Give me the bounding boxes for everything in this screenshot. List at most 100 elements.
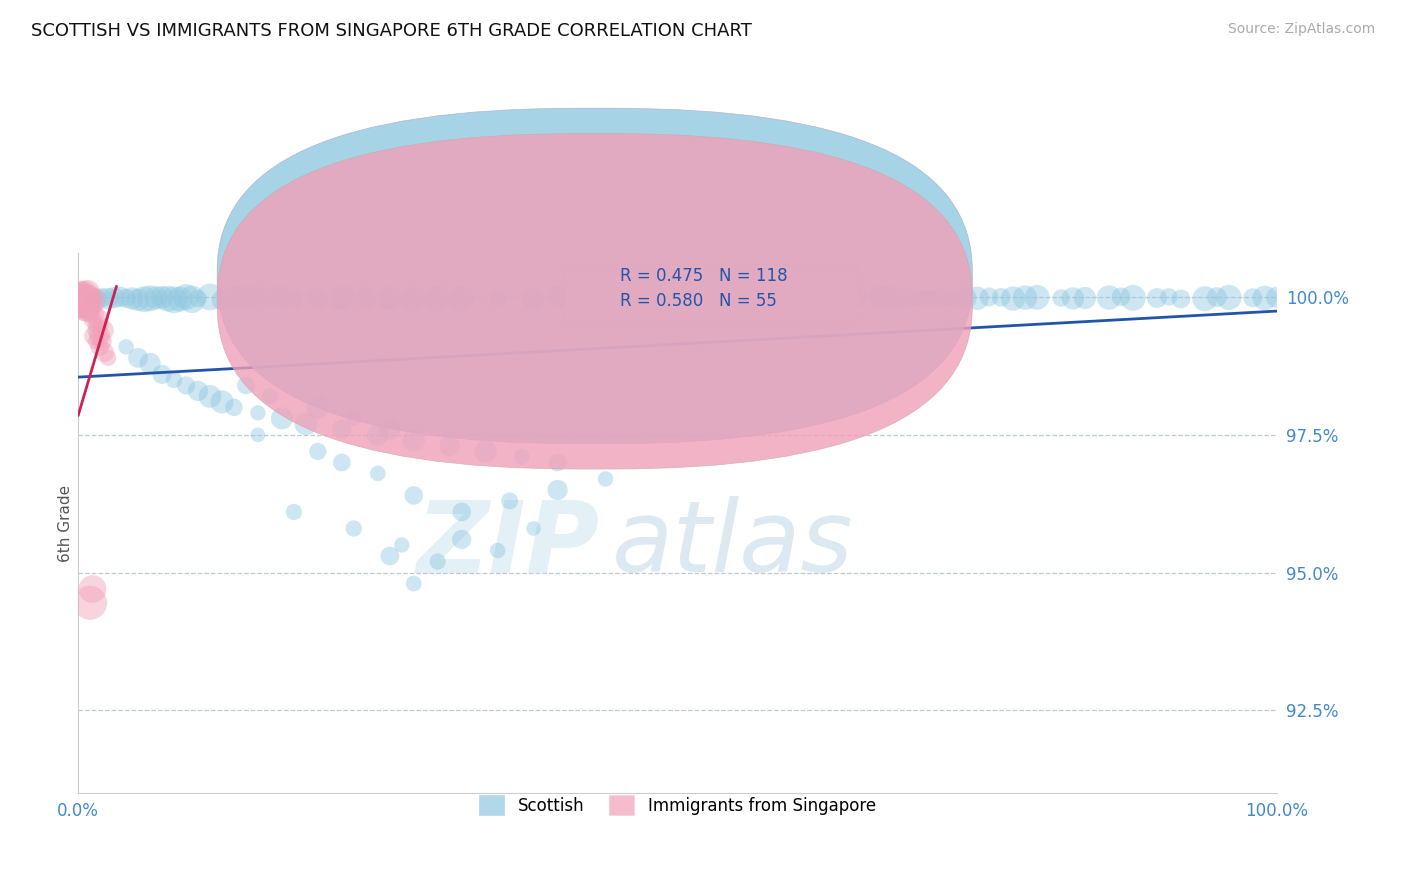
Point <box>91 323 114 337</box>
Point <box>87 312 110 326</box>
Point <box>714 292 737 306</box>
Point <box>76 301 98 316</box>
Point <box>83 318 105 332</box>
Point <box>523 292 546 306</box>
Point <box>70 285 93 299</box>
Point <box>823 290 845 304</box>
Point <box>69 297 91 311</box>
Point <box>91 334 114 349</box>
Point <box>307 444 329 458</box>
Point <box>343 411 366 425</box>
Point <box>953 291 976 305</box>
Point <box>378 422 401 436</box>
Point <box>450 292 472 306</box>
Point <box>246 428 269 442</box>
Point <box>86 323 108 337</box>
Point <box>547 455 569 469</box>
Point <box>76 285 98 299</box>
Point <box>198 290 221 304</box>
Point <box>181 293 204 307</box>
Legend: Scottish, Immigrants from Singapore: Scottish, Immigrants from Singapore <box>472 789 883 822</box>
Point <box>69 285 91 299</box>
Point <box>378 549 401 563</box>
Point <box>1146 291 1168 305</box>
Point <box>283 505 305 519</box>
Point <box>97 292 120 306</box>
Point <box>391 538 413 552</box>
Point <box>595 472 617 486</box>
Point <box>91 291 114 305</box>
Point <box>79 292 101 306</box>
Point <box>79 294 101 309</box>
Point <box>163 293 186 307</box>
Point <box>80 294 103 309</box>
Point <box>367 428 389 442</box>
Point <box>259 389 281 403</box>
Point <box>1265 290 1288 304</box>
Point <box>90 318 112 332</box>
Point <box>77 290 100 304</box>
Point <box>307 401 329 415</box>
Point <box>73 299 96 313</box>
Point <box>402 293 425 307</box>
Point <box>486 543 509 558</box>
Point <box>83 328 105 343</box>
Point <box>918 292 941 306</box>
Point <box>77 293 100 308</box>
Point <box>139 356 162 370</box>
Point <box>127 351 149 365</box>
Point <box>1062 292 1084 306</box>
Point <box>121 292 143 306</box>
Point <box>82 582 104 596</box>
Point <box>547 290 569 304</box>
Point <box>145 291 167 305</box>
Point <box>115 291 138 305</box>
Point <box>894 291 917 305</box>
Point <box>84 293 107 307</box>
Point <box>222 291 245 305</box>
Text: R = 0.580   N = 55: R = 0.580 N = 55 <box>620 293 776 310</box>
Point <box>72 298 94 312</box>
Point <box>402 434 425 448</box>
Point <box>402 576 425 591</box>
Point <box>1109 290 1132 304</box>
Point <box>259 291 281 305</box>
Point <box>846 291 869 305</box>
Point <box>474 444 496 458</box>
Point <box>115 340 138 354</box>
Point <box>75 285 97 299</box>
Point <box>157 292 180 306</box>
Point <box>72 301 94 316</box>
Point <box>187 384 209 398</box>
Point <box>905 291 928 305</box>
Point <box>75 301 97 315</box>
Point <box>439 439 461 453</box>
Point <box>619 292 641 306</box>
Point <box>870 290 893 304</box>
Point <box>235 378 257 392</box>
Point <box>93 345 115 359</box>
Point <box>295 417 318 431</box>
Point <box>834 292 856 306</box>
Point <box>330 422 353 436</box>
Point <box>270 411 292 425</box>
Point <box>89 328 111 343</box>
Point <box>77 299 100 313</box>
Point <box>498 494 520 508</box>
Point <box>72 290 94 304</box>
Point <box>69 300 91 314</box>
Point <box>547 483 569 497</box>
Point <box>103 291 125 305</box>
Point <box>127 293 149 307</box>
Point <box>169 292 191 306</box>
Point <box>84 307 107 321</box>
Point <box>73 301 96 316</box>
Text: SCOTTISH VS IMMIGRANTS FROM SINGAPORE 6TH GRADE CORRELATION CHART: SCOTTISH VS IMMIGRANTS FROM SINGAPORE 6T… <box>31 22 752 40</box>
Point <box>235 290 257 304</box>
Point <box>84 334 107 349</box>
Point <box>666 291 689 305</box>
Point <box>270 290 292 304</box>
Point <box>354 291 377 305</box>
Point <box>72 294 94 309</box>
Point <box>76 294 98 309</box>
